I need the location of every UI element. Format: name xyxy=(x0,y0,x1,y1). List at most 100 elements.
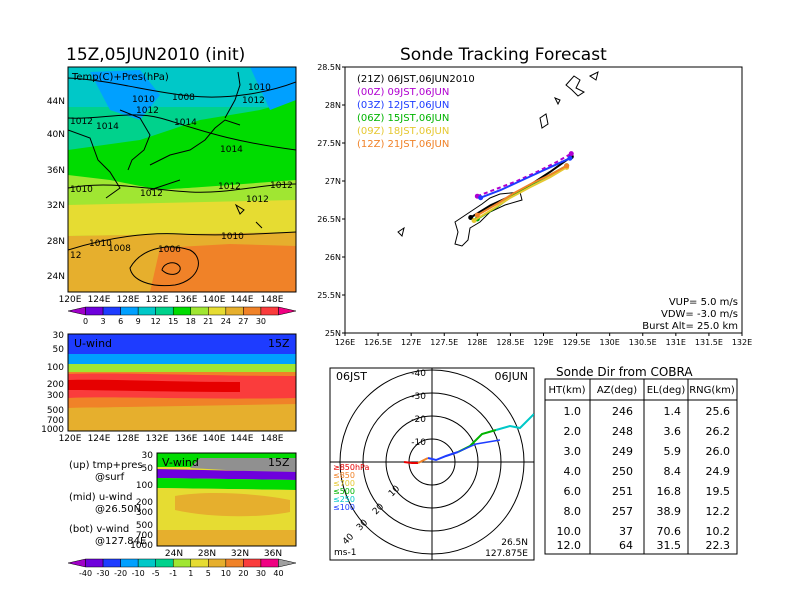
svg-text:1014: 1014 xyxy=(96,122,119,132)
colorbar-tick-label: 15 xyxy=(168,317,178,326)
track-series-line xyxy=(476,152,572,198)
colorbar-swatch xyxy=(137,306,156,316)
svg-text:26.0: 26.0 xyxy=(706,445,731,458)
lon-label: 136E xyxy=(175,295,198,305)
track-start-point xyxy=(478,195,484,201)
lon-label: 124E xyxy=(88,295,111,305)
x-tick-label: 128E xyxy=(467,338,487,347)
svg-text:140E: 140E xyxy=(203,434,226,444)
colorbar-swatch xyxy=(172,306,192,316)
svg-text:≥850hPa: ≥850hPa xyxy=(333,463,370,472)
polar-unit: ms-1 xyxy=(334,548,356,558)
colorbar-swatch xyxy=(85,558,104,568)
colorbar-swatch xyxy=(278,558,297,568)
svg-text:700: 700 xyxy=(136,531,153,541)
colorbar-tick-label: 5 xyxy=(206,569,211,578)
lat-label: 24N xyxy=(47,272,65,282)
lon-label: 120E xyxy=(59,295,82,305)
table-header-cell: EL(deg) xyxy=(647,385,686,396)
svg-text:1012: 1012 xyxy=(246,195,269,205)
colorbar-swatch xyxy=(190,558,209,568)
colorbar-tick-label: 27 xyxy=(238,317,248,326)
svg-text:-40: -40 xyxy=(411,369,426,379)
svg-text:≤700: ≤700 xyxy=(333,479,355,488)
track-series-line xyxy=(476,164,568,217)
colorbar-swatch xyxy=(190,306,209,316)
polar-time: 06JST xyxy=(336,370,367,383)
colorbar-tick-label: 12 xyxy=(151,317,161,326)
temperature-field: 1012 1010 1008 1010 1012 1012 1014 1014 … xyxy=(68,67,296,292)
svg-text:1012: 1012 xyxy=(136,106,159,116)
svg-text:50: 50 xyxy=(53,345,65,355)
polar-ring-labels: -10 -20 -30 -40 xyxy=(411,369,426,448)
svg-text:-20: -20 xyxy=(411,415,426,425)
svg-text:19.5: 19.5 xyxy=(706,485,731,498)
svg-text:249: 249 xyxy=(612,445,633,458)
svg-text:4.0: 4.0 xyxy=(564,465,582,478)
vwind-panel: V-wind 15Z 30 50 100 200 300 500 700 100… xyxy=(130,451,297,559)
svg-text:500: 500 xyxy=(136,521,153,531)
svg-text:10.0: 10.0 xyxy=(557,525,582,538)
x-tick-label: 130.5E xyxy=(629,338,657,347)
svg-text:3.0: 3.0 xyxy=(564,445,582,458)
y-tick-label: 25.5N xyxy=(317,291,341,300)
polar-lon: 127.875E xyxy=(485,549,528,559)
colorbar-swatch xyxy=(278,306,297,316)
svg-text:120E: 120E xyxy=(59,434,82,444)
svg-text:@surf: @surf xyxy=(95,472,125,483)
svg-text:≤100: ≤100 xyxy=(333,503,355,512)
svg-text:257: 257 xyxy=(612,505,633,518)
run-legend-item: (21Z) 06JST,06JUN2010 xyxy=(357,74,475,85)
svg-text:-10: -10 xyxy=(411,438,426,448)
colorbar-swatch xyxy=(260,558,279,568)
svg-text:50: 50 xyxy=(142,464,154,474)
track-series-line xyxy=(480,157,571,199)
colorbar-swatch xyxy=(102,306,121,316)
svg-text:8.4: 8.4 xyxy=(664,465,682,478)
svg-text:144E: 144E xyxy=(231,434,254,444)
svg-text:16.8: 16.8 xyxy=(657,485,682,498)
track-end-point xyxy=(564,163,570,169)
colorbar-tick-label: 30 xyxy=(256,569,266,578)
table-row: 4.0 250 8.4 24.9 xyxy=(564,465,731,478)
colorbar-swatch xyxy=(225,558,244,568)
svg-text:1014: 1014 xyxy=(174,118,197,128)
svg-text:24.9: 24.9 xyxy=(706,465,731,478)
svg-text:28N: 28N xyxy=(198,549,216,559)
lat-label: 44N xyxy=(47,97,65,107)
left-title: 15Z,05JUN2010 (init) xyxy=(66,45,245,65)
colorbar-tick-label: 20 xyxy=(238,569,248,578)
table-row: 8.0 257 38.9 12.2 xyxy=(564,505,731,518)
x-tick-label: 129.5E xyxy=(563,338,591,347)
islands xyxy=(397,71,599,247)
svg-text:1010: 1010 xyxy=(89,239,112,249)
svg-text:6.0: 6.0 xyxy=(564,485,582,498)
table-header-cell: RNG(km) xyxy=(689,385,735,396)
svg-text:1008: 1008 xyxy=(172,93,195,103)
svg-text:26.2: 26.2 xyxy=(706,425,731,438)
lat-label: 28N xyxy=(47,237,65,247)
svg-text:251: 251 xyxy=(612,485,633,498)
vwind-label: V-wind xyxy=(162,456,199,469)
track-axis-ticks: 126E 126.5E 127E 127.5E 128E 128.5E 129E 129.5E… xyxy=(317,63,752,347)
map-panel-label: Temp(C)+Pres(hPa) xyxy=(71,72,169,83)
colorbar-tick-label: -40 xyxy=(79,569,92,578)
svg-text:1010: 1010 xyxy=(70,185,93,195)
svg-text:1012: 1012 xyxy=(270,181,293,191)
colorbar-tick-label: -20 xyxy=(114,569,127,578)
colorbar-swatch xyxy=(260,306,279,316)
svg-text:148E: 148E xyxy=(261,434,284,444)
svg-text:64: 64 xyxy=(619,539,633,552)
lon-label: 132E xyxy=(146,295,169,305)
svg-text:250: 250 xyxy=(612,465,633,478)
svg-text:@26.50N: @26.50N xyxy=(95,504,141,515)
x-tick-label: 131.5E xyxy=(695,338,723,347)
svg-text:136E: 136E xyxy=(175,434,198,444)
svg-text:200: 200 xyxy=(136,498,153,508)
x-tick-label: 126.5E xyxy=(364,338,392,347)
colorbar-tick-label: -5 xyxy=(152,569,160,578)
svg-text:100: 100 xyxy=(47,363,64,373)
track-end-point xyxy=(567,155,573,161)
track-run-legend: (21Z) 06JST,06JUN2010 (00Z) 09JST,06JUN … xyxy=(357,74,475,150)
